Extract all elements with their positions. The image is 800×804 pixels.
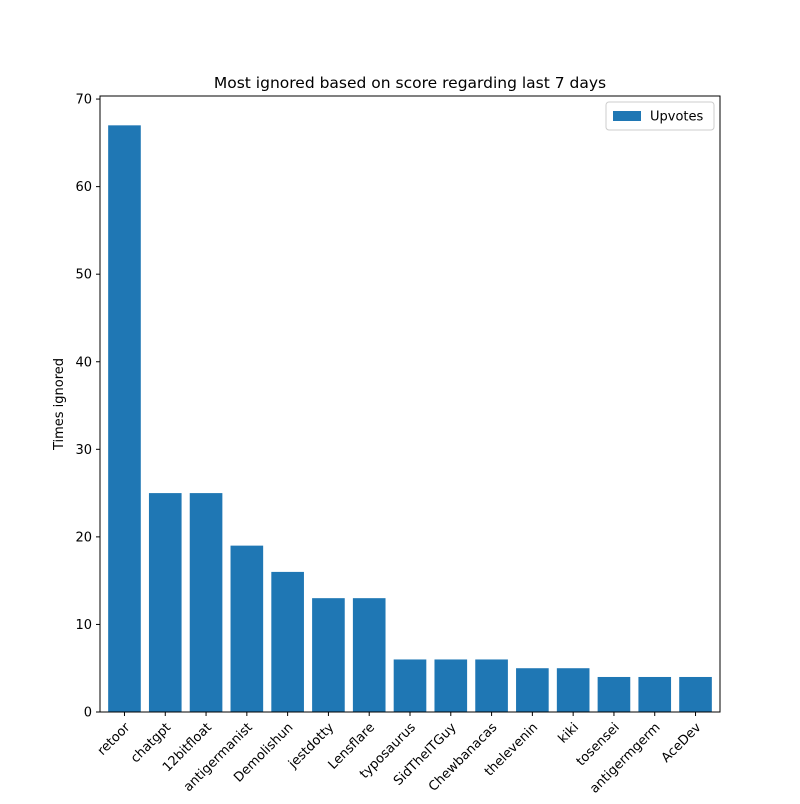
x-tick-label: antigermgerm — [587, 720, 663, 796]
bar-retoor — [108, 125, 141, 713]
y-axis-label: Times ignored — [52, 358, 67, 451]
bar-Lensflare — [352, 598, 386, 712]
bar-chatgpt — [148, 493, 182, 712]
y-axis: 0 10 20 30 40 50 60 70 — [75, 93, 100, 721]
x-axis: retoorchatgpt12bitfloatantigermanistDemo… — [95, 712, 705, 797]
x-tick-label: kiki — [556, 720, 582, 746]
plot-frame — [99, 95, 721, 713]
bar-typosaurus — [393, 659, 427, 712]
bar-jestdotty — [312, 598, 345, 712]
y-tick-label: 0 — [84, 706, 92, 721]
y-tick-label: 50 — [75, 268, 92, 283]
legend-label: Upvotes — [650, 110, 704, 125]
bar-Demolishun — [271, 571, 304, 712]
bar-AceDev — [679, 676, 712, 712]
y-tick-label: 20 — [75, 530, 92, 545]
y-tick-label: 10 — [75, 618, 92, 633]
bar-thelevenin — [516, 668, 549, 712]
bars-group — [108, 125, 712, 713]
bar-Chewbanacas — [475, 659, 508, 712]
bar-antigermgerm — [638, 676, 672, 712]
bar-12bitfloat — [189, 493, 223, 712]
x-tick-label: retoor — [95, 720, 134, 759]
bar-antigermanist — [230, 545, 264, 712]
y-tick-label: 40 — [75, 355, 92, 370]
bar-kiki — [556, 668, 590, 712]
legend-box — [605, 101, 715, 131]
chart-title: Most ignored based on score regarding la… — [214, 74, 606, 92]
y-tick-label: 60 — [75, 180, 92, 195]
y-tick-label: 30 — [75, 443, 92, 458]
bar-tosensei — [597, 676, 631, 712]
legend-swatch — [613, 111, 641, 121]
y-tick-label: 70 — [75, 93, 92, 108]
legend: Upvotes — [605, 101, 715, 131]
bar-SidTheITGuy — [434, 659, 468, 712]
x-tick-label: AceDev — [659, 720, 705, 766]
